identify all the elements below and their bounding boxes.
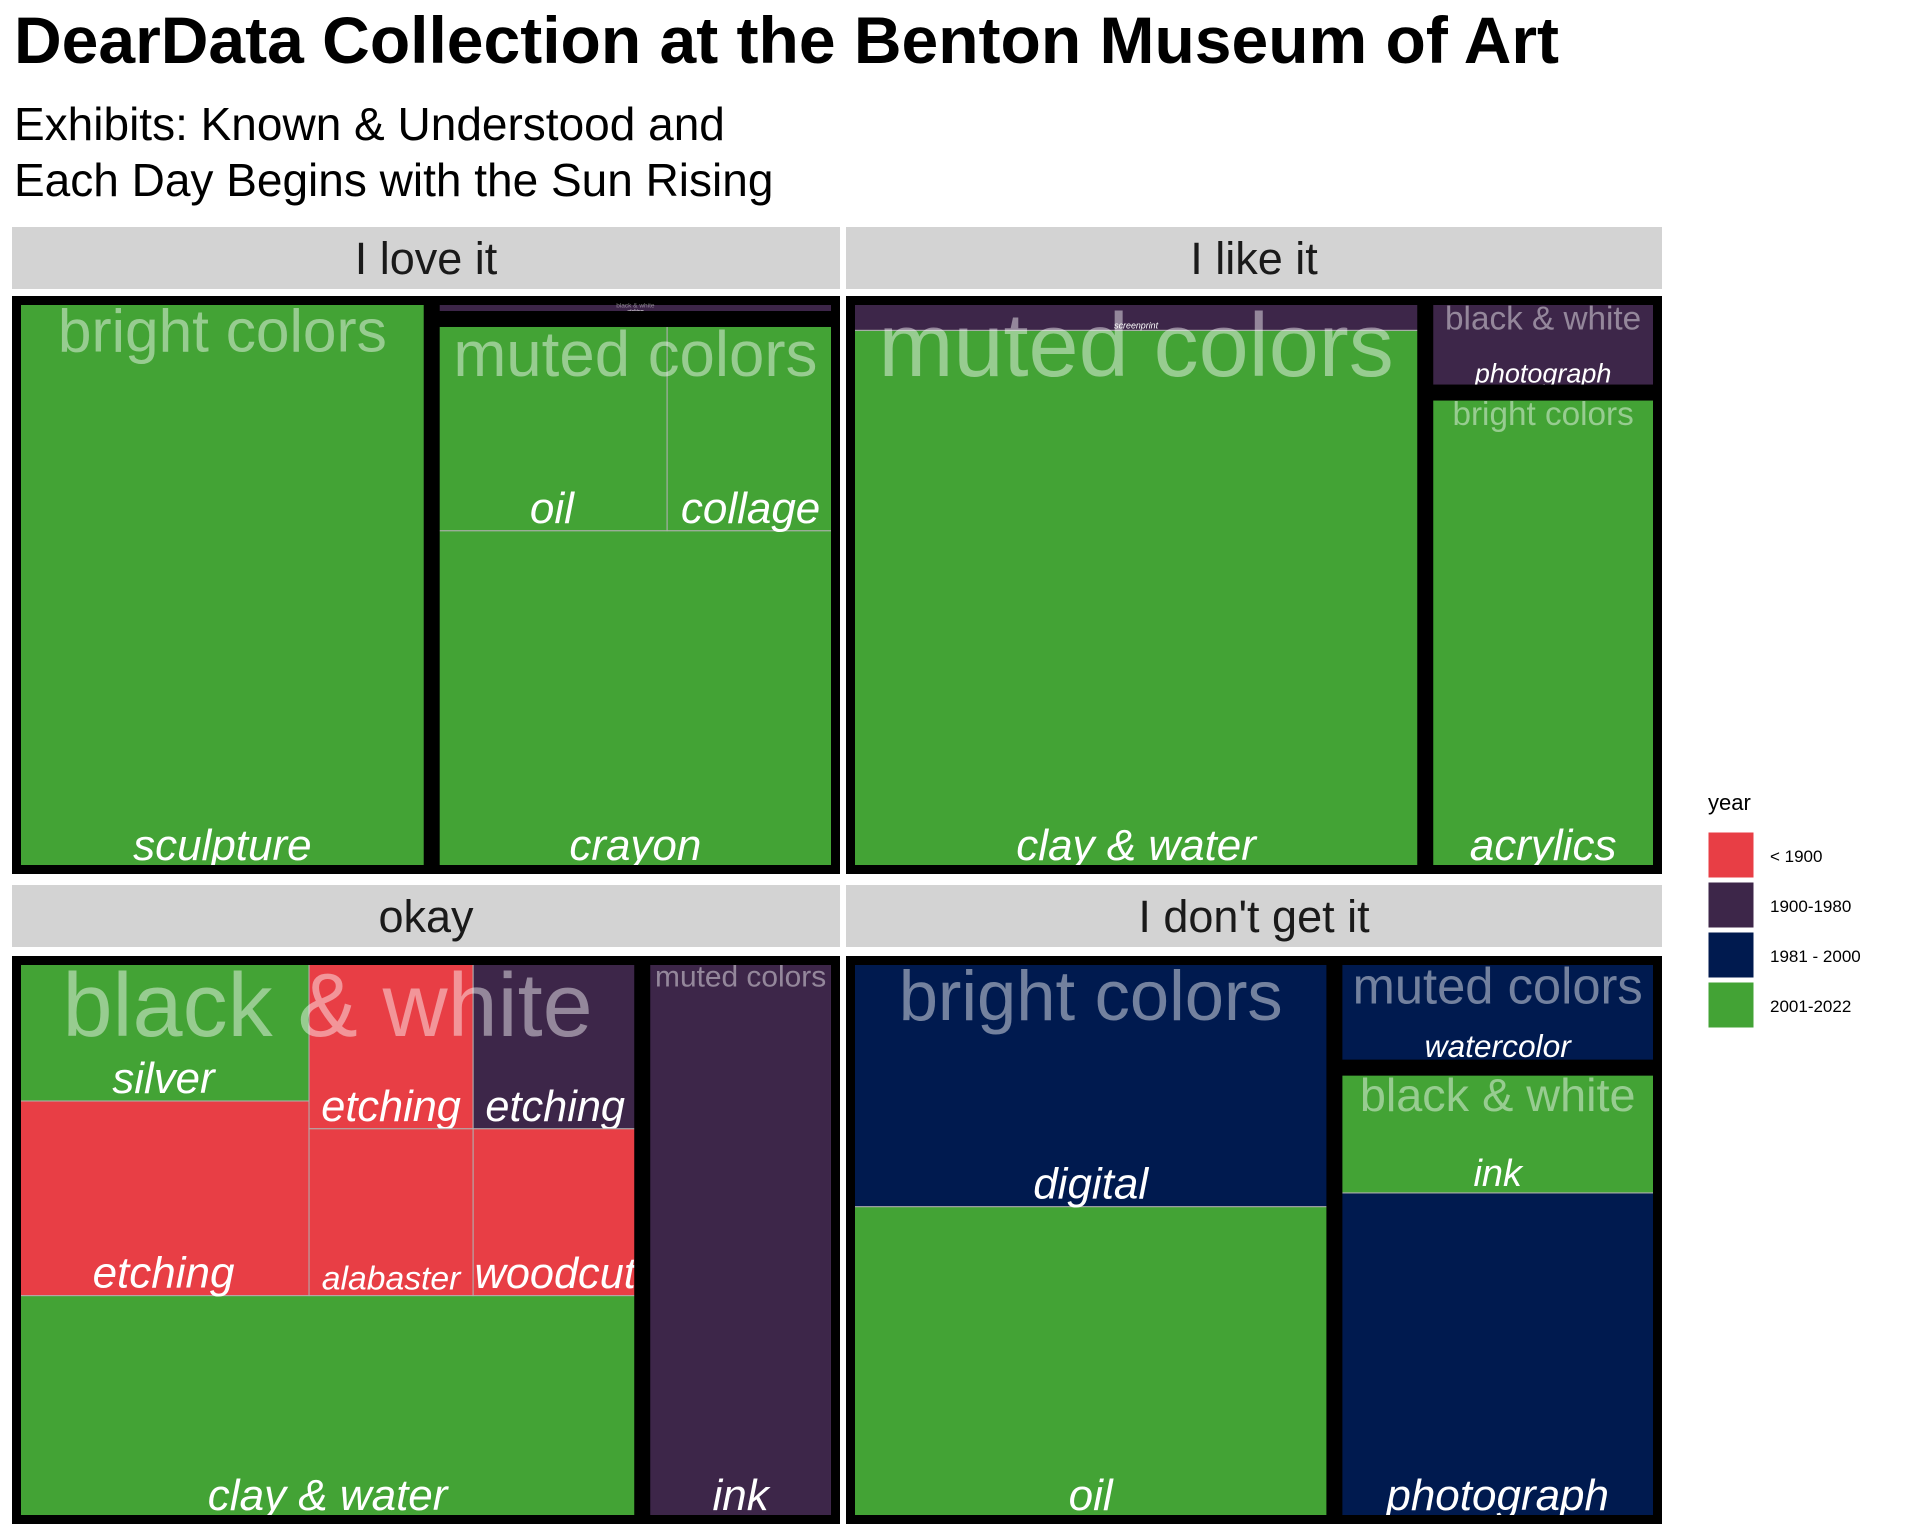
group-label-i-don-t-get-it-muted-colors: muted colors <box>1353 958 1643 1015</box>
facet-label-i-like-it: I like it <box>1190 233 1318 284</box>
group-label-okay-muted-colors: muted colors <box>655 961 826 994</box>
tile-label-okay-etching: etching <box>93 1249 235 1298</box>
group-border-i-like-it-bright-colors <box>1427 394 1659 871</box>
chart-subtitle: Exhibits: Known & Understood and Each Da… <box>14 96 773 208</box>
subtitle-line-1: Exhibits: Known & Understood and <box>14 98 725 150</box>
tile-label-i-don-t-get-it-watercolor: watercolor <box>1425 1028 1573 1064</box>
tile-okay-woodcut <box>472 1128 638 1297</box>
tile-label-i-love-it-collage: collage <box>681 484 820 533</box>
tile-okay-ink <box>646 961 835 1519</box>
group-border-okay-muted-colors <box>644 959 837 1521</box>
tile-label-i-don-t-get-it-oil: oil <box>1069 1471 1114 1520</box>
tile-okay-etching <box>17 1100 310 1297</box>
legend-title: year <box>1708 790 1751 815</box>
group-border-okay-black-and-white <box>15 959 641 1521</box>
facet-strip-i-don-t-get-it <box>846 885 1662 947</box>
facet-label-i-love-it: I love it <box>355 233 498 284</box>
group-label-i-love-it-muted-colors: muted colors <box>453 319 817 390</box>
facet-label-i-don-t-get-it: I don't get it <box>1138 891 1370 942</box>
group-border-i-don-t-get-it-black-and-white <box>1336 1069 1660 1521</box>
tile-i-like-it-clay-and-water <box>851 329 1421 869</box>
facet-label-okay: okay <box>378 891 474 942</box>
tile-label-i-love-it-sculpture: sculpture <box>133 821 312 870</box>
subtitle-line-2: Each Day Begins with the Sun Rising <box>14 154 774 206</box>
tile-label-i-love-it-crayon: crayon <box>569 821 701 870</box>
tile-label-i-don-t-get-it-photograph: photograph <box>1384 1471 1609 1520</box>
legend-swatch-1900-1980 <box>1707 881 1755 929</box>
tile-label-okay-ink: ink <box>712 1471 770 1520</box>
tile-i-love-it-crayon <box>436 530 835 869</box>
group-label-i-don-t-get-it-bright-colors: bright colors <box>899 956 1283 1035</box>
group-border-i-love-it-black-and-white <box>433 299 837 317</box>
facet-strip-i-like-it <box>846 227 1662 289</box>
tile-label-i-like-it-acrylics: acrylics <box>1470 821 1617 870</box>
group-border-i-like-it-muted-colors <box>849 299 1424 871</box>
tile-i-don-t-get-it-digital <box>851 961 1330 1208</box>
tile-label-okay-clay-and-water: clay & water <box>208 1471 450 1520</box>
group-border-i-don-t-get-it-bright-colors <box>849 959 1333 1521</box>
group-label-i-like-it-muted-colors: muted colors <box>879 296 1394 396</box>
group-border-i-don-t-get-it-muted-colors <box>1336 959 1660 1066</box>
tile-label-i-love-it-oil: oil <box>530 484 575 533</box>
group-border-i-love-it-muted-colors <box>433 320 837 872</box>
facet-strip-i-love-it <box>12 227 840 289</box>
tile-i-don-t-get-it-ink <box>1338 1072 1657 1194</box>
group-label-i-don-t-get-it-black-and-white: black & white <box>1360 1069 1636 1121</box>
tile-label-okay-etching: etching <box>321 1083 461 1131</box>
legend-label-1981-2000: 1981 - 2000 <box>1770 947 1861 966</box>
chart-title: DearData Collection at the Benton Museum… <box>14 3 1560 77</box>
legend-swatch-1981-2000 <box>1707 931 1755 979</box>
legend-label-1900-1980: 1900-1980 <box>1770 897 1851 916</box>
tile-label-i-don-t-get-it-digital: digital <box>1033 1160 1149 1209</box>
tile-okay-silver <box>17 961 310 1102</box>
group-label-i-like-it-black-and-white: black & white <box>1445 300 1641 337</box>
group-label-i-love-it-black-and-white: black & white <box>616 302 655 309</box>
group-border-i-like-it-black-and-white <box>1427 299 1659 391</box>
tile-label-okay-woodcut: woodcut <box>475 1250 638 1298</box>
group-label-i-like-it-bright-colors: bright colors <box>1452 396 1633 433</box>
tile-i-love-it-oil <box>436 323 668 532</box>
tile-i-don-t-get-it-photograph <box>1338 1192 1657 1519</box>
legend-swatch-1900 <box>1707 831 1755 879</box>
tile-label-i-like-it-photograph: photograph <box>1474 359 1612 389</box>
facet-strip-okay <box>12 885 840 947</box>
tile-okay-alabaster <box>308 1128 474 1297</box>
tile-i-don-t-get-it-watercolor <box>1338 961 1657 1064</box>
tile-label-i-don-t-get-it-ink: ink <box>1473 1153 1523 1195</box>
tile-label-okay-etching: etching <box>485 1083 625 1131</box>
tile-i-love-it-sculpture <box>17 301 428 869</box>
tile-okay-etching <box>472 961 638 1130</box>
legend-label-1900: < 1900 <box>1770 847 1822 866</box>
tile-label-okay-alabaster: alabaster <box>322 1260 462 1298</box>
legend-swatch-2001-2022 <box>1707 981 1755 1029</box>
tile-okay-etching <box>308 961 474 1130</box>
tile-i-don-t-get-it-oil <box>851 1206 1330 1519</box>
tile-label-okay-silver: silver <box>112 1054 217 1103</box>
tile-i-like-it-acrylics <box>1429 397 1657 869</box>
tile-label-i-like-it-screenprint: screenprint <box>1114 321 1158 331</box>
group-label-okay-black-and-white: black & white <box>62 956 592 1056</box>
tile-okay-clay-and-water <box>17 1295 638 1519</box>
legend-label-2001-2022: 2001-2022 <box>1770 997 1851 1016</box>
group-border-i-love-it-bright-colors <box>15 299 430 871</box>
tile-label-i-like-it-clay-and-water: clay & water <box>1016 821 1258 870</box>
group-label-i-love-it-bright-colors: bright colors <box>58 296 387 364</box>
